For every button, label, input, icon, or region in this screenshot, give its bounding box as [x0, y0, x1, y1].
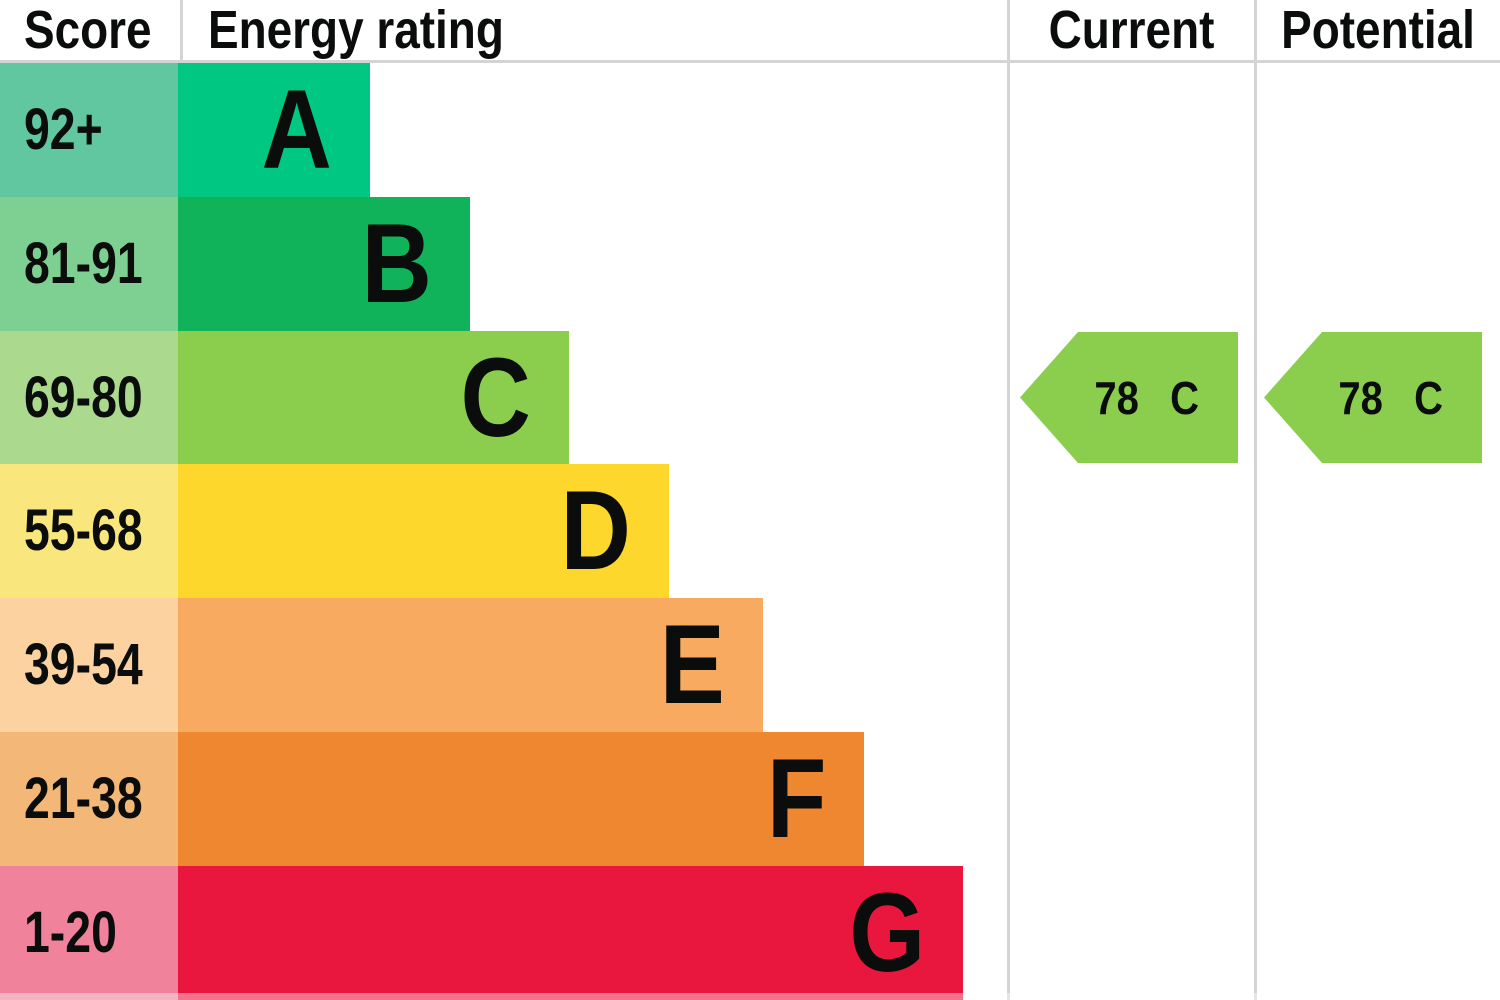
score-cell: 39-54	[0, 598, 178, 732]
current-rating-arrow: 78 C	[1020, 332, 1238, 463]
potential-rating-arrow: 78 C	[1264, 332, 1482, 463]
band-row-b: 81-91 B	[0, 197, 1500, 331]
potential-arrow-shape	[1264, 332, 1482, 463]
current-column-header: Current	[1010, 0, 1254, 60]
score-range-label: 1-20	[24, 900, 117, 965]
score-cell: 92+	[0, 63, 178, 197]
score-header-label: Score	[24, 0, 152, 60]
band-bar: B	[178, 197, 470, 331]
score-range-label: 81-91	[24, 231, 143, 296]
energy-rating-header-label: Energy rating	[208, 0, 504, 60]
potential-column-divider	[1254, 0, 1257, 1000]
band-bar: E	[178, 598, 763, 732]
band-letter: E	[660, 602, 725, 727]
potential-score-value: 78	[1338, 371, 1383, 424]
band-row-f: 21-38 F	[0, 732, 1500, 866]
current-arrow-text: 78 C	[1020, 332, 1238, 463]
score-column-divider	[180, 0, 183, 60]
band-letter: F	[766, 736, 826, 861]
band-bar: C	[178, 331, 569, 464]
band-letter: G	[849, 870, 925, 995]
band-row-g: 1-20 G	[0, 866, 1500, 1000]
potential-band-letter: C	[1414, 371, 1444, 424]
current-band-letter: C	[1170, 371, 1200, 424]
band-row-d: 55-68 D	[0, 464, 1500, 598]
score-range-label: 55-68	[24, 498, 143, 563]
current-arrow-shape	[1020, 332, 1238, 463]
score-range-label: 92+	[24, 97, 103, 162]
score-cell: 1-20	[0, 866, 178, 1000]
band-bar: F	[178, 732, 864, 866]
band-row-c: 69-80 C	[0, 331, 1500, 464]
current-column-divider	[1007, 0, 1010, 1000]
score-column-header: Score	[24, 0, 174, 60]
score-range-label: 69-80	[24, 364, 143, 430]
potential-header-label: Potential	[1281, 0, 1476, 60]
band-letter: A	[261, 67, 332, 192]
band-row-a: 92+ A	[0, 63, 1500, 197]
score-cell: 55-68	[0, 464, 178, 598]
current-score-value: 78	[1094, 371, 1139, 424]
current-header-label: Current	[1049, 0, 1215, 60]
band-bar: A	[178, 63, 370, 197]
score-range-label: 39-54	[24, 632, 143, 697]
band-letter: B	[361, 201, 432, 326]
score-cell: 69-80	[0, 331, 178, 464]
band-bar: D	[178, 464, 669, 598]
band-letter: D	[560, 468, 631, 593]
band-row-e: 39-54 E	[0, 598, 1500, 732]
potential-arrow-text: 78 C	[1264, 332, 1482, 463]
header-divider-line	[0, 60, 1500, 63]
score-range-label: 21-38	[24, 766, 143, 831]
score-cell: 21-38	[0, 732, 178, 866]
energy-rating-column-header: Energy rating	[208, 0, 556, 60]
score-cell: 81-91	[0, 197, 178, 331]
potential-column-header: Potential	[1257, 0, 1500, 60]
band-bar: G	[178, 866, 963, 1000]
band-letter: C	[460, 334, 531, 460]
bottom-edge-strip	[0, 993, 1500, 1000]
